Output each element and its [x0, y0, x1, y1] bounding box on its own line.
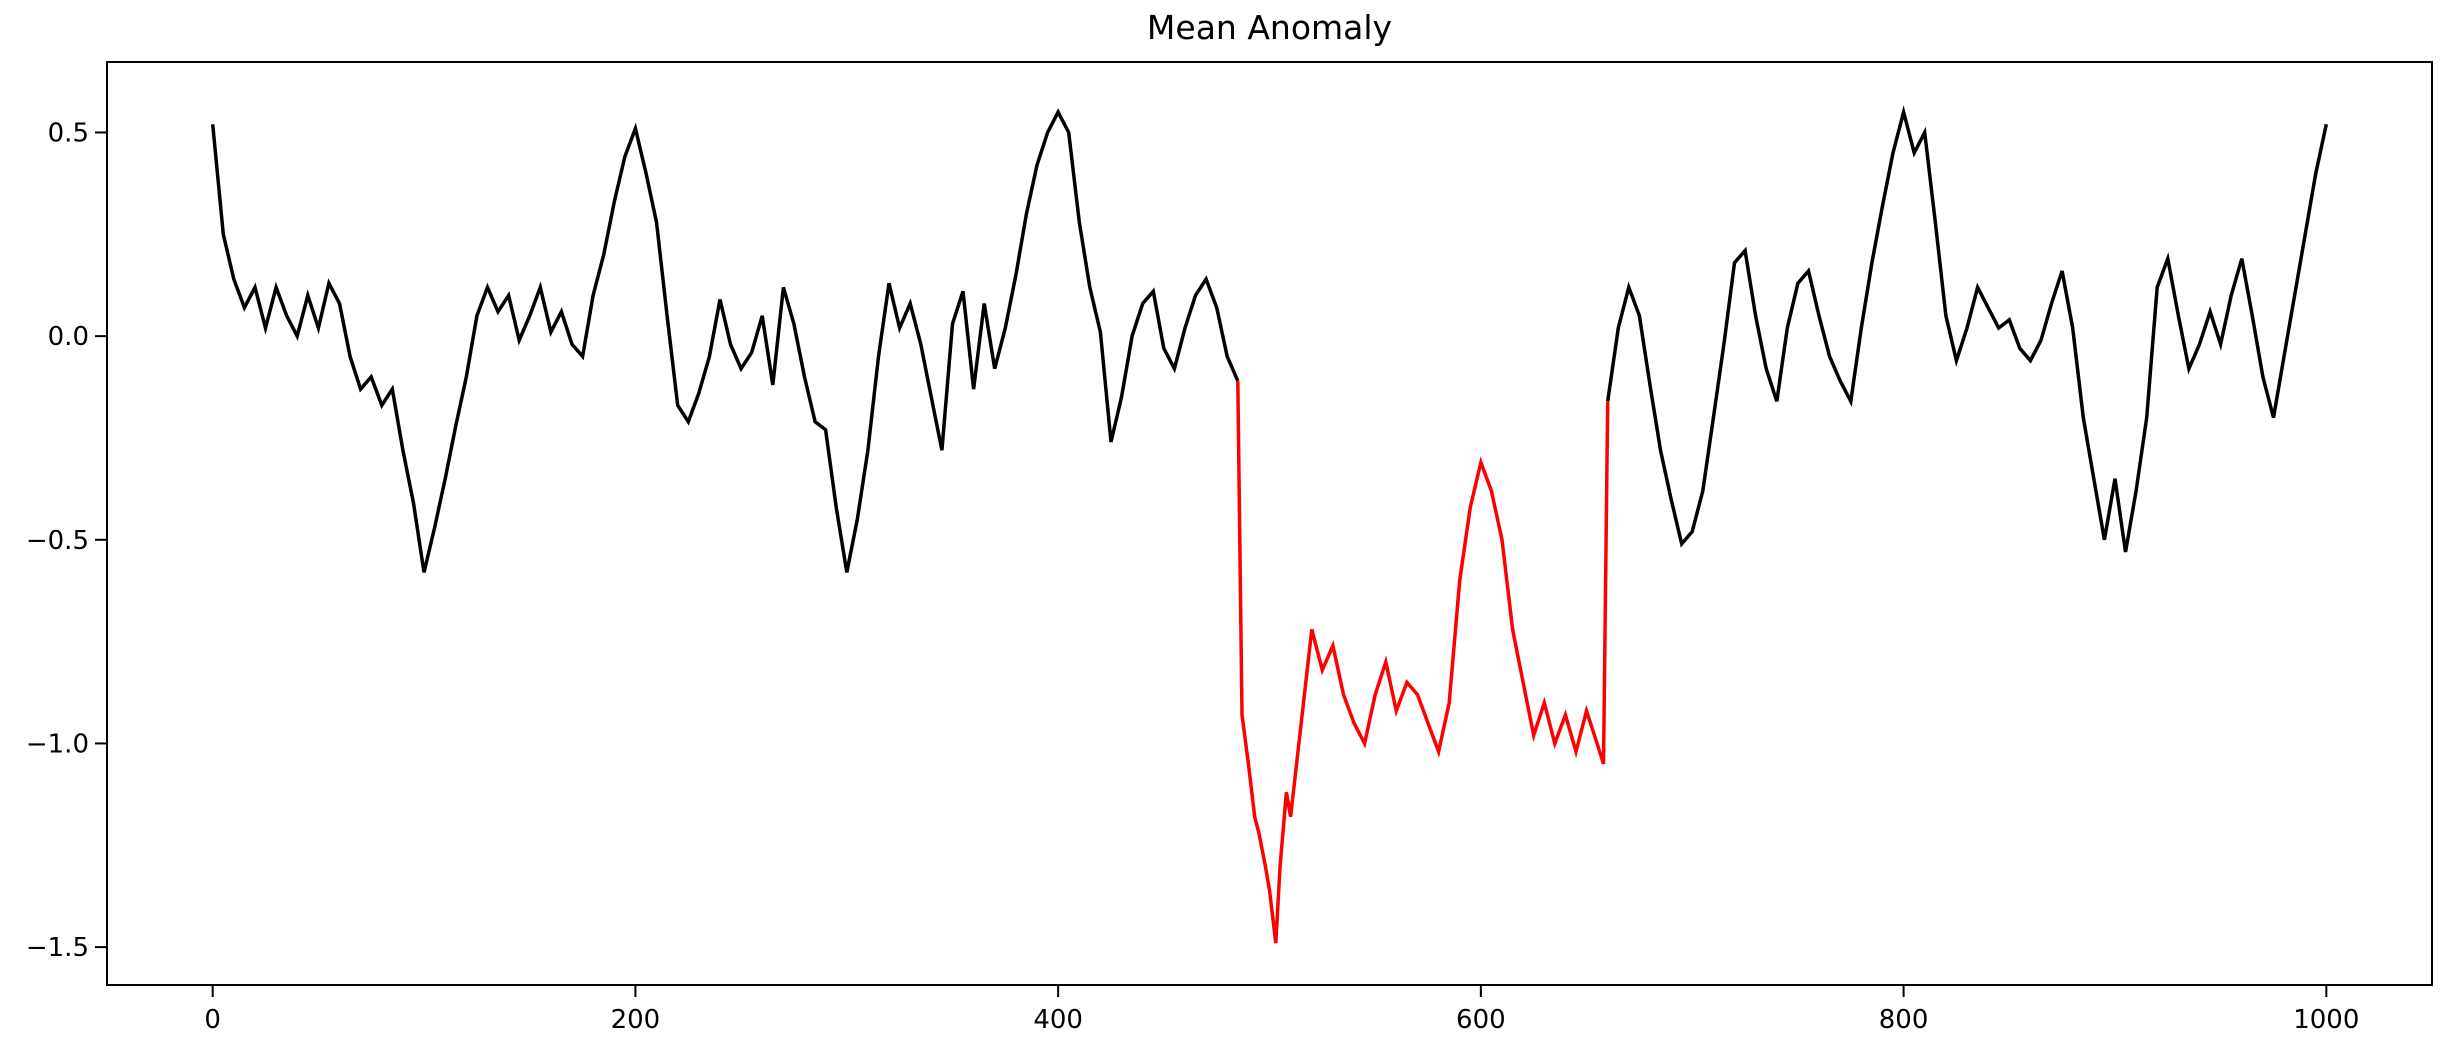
y-tick-label: −0.5 — [26, 526, 89, 556]
y-tick-label: 0.0 — [48, 322, 89, 352]
x-tick-label: 400 — [1033, 1005, 1083, 1035]
x-tick-label: 200 — [611, 1005, 661, 1035]
series-normal-pre-anomaly — [210, 108, 1240, 573]
y-tick-label: −1.0 — [26, 729, 89, 759]
series-anomaly-segment — [1236, 380, 1610, 944]
x-tick-label: 0 — [204, 1005, 221, 1035]
chart-title: Mean Anomaly — [1146, 8, 1393, 47]
y-tick-label: 0.5 — [48, 118, 89, 148]
axes-box — [106, 61, 2433, 986]
x-tick-label: 800 — [1879, 1005, 1929, 1035]
series-normal-post-anomaly — [1605, 105, 2329, 553]
y-tick-label: −1.5 — [26, 933, 89, 963]
x-tick-label: 600 — [1456, 1005, 1506, 1035]
x-tick-label: 1000 — [2293, 1005, 2359, 1035]
